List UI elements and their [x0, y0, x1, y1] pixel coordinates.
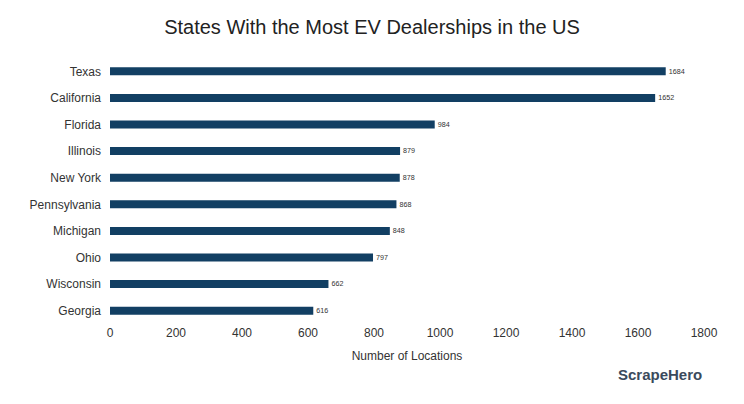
svg-text:848: 848 — [393, 227, 405, 235]
svg-text:1000: 1000 — [427, 326, 454, 340]
svg-text:662: 662 — [331, 280, 343, 288]
svg-text:1652: 1652 — [658, 94, 674, 102]
svg-text:Number of Locations: Number of Locations — [352, 349, 463, 363]
svg-text:879: 879 — [403, 147, 415, 155]
svg-text:878: 878 — [403, 174, 415, 182]
svg-text:Wisconsin: Wisconsin — [46, 277, 101, 291]
svg-text:States With the Most EV Dealer: States With the Most EV Dealerships in t… — [164, 16, 580, 38]
svg-text:Texas: Texas — [70, 65, 101, 79]
svg-text:1684: 1684 — [669, 68, 685, 76]
svg-text:600: 600 — [298, 326, 318, 340]
svg-text:400: 400 — [232, 326, 252, 340]
svg-text:New York: New York — [50, 171, 102, 185]
svg-text:California: California — [50, 91, 101, 105]
svg-text:984: 984 — [438, 121, 450, 129]
svg-text:200: 200 — [166, 326, 186, 340]
svg-text:616: 616 — [316, 307, 328, 315]
svg-text:1200: 1200 — [493, 326, 520, 340]
svg-text:1400: 1400 — [559, 326, 586, 340]
svg-text:797: 797 — [376, 254, 388, 262]
svg-text:Ohio: Ohio — [76, 251, 102, 265]
svg-text:Florida: Florida — [64, 118, 101, 132]
svg-text:868: 868 — [399, 201, 411, 209]
svg-text:Illinois: Illinois — [68, 144, 101, 158]
svg-text:1800: 1800 — [691, 326, 718, 340]
svg-text:Michigan: Michigan — [53, 224, 101, 238]
svg-text:ScrapeHero: ScrapeHero — [618, 366, 702, 383]
svg-text:0: 0 — [107, 326, 114, 340]
svg-text:Pennsylvania: Pennsylvania — [30, 198, 102, 212]
svg-text:1600: 1600 — [625, 326, 652, 340]
svg-text:Georgia: Georgia — [58, 304, 101, 318]
svg-text:800: 800 — [364, 326, 384, 340]
